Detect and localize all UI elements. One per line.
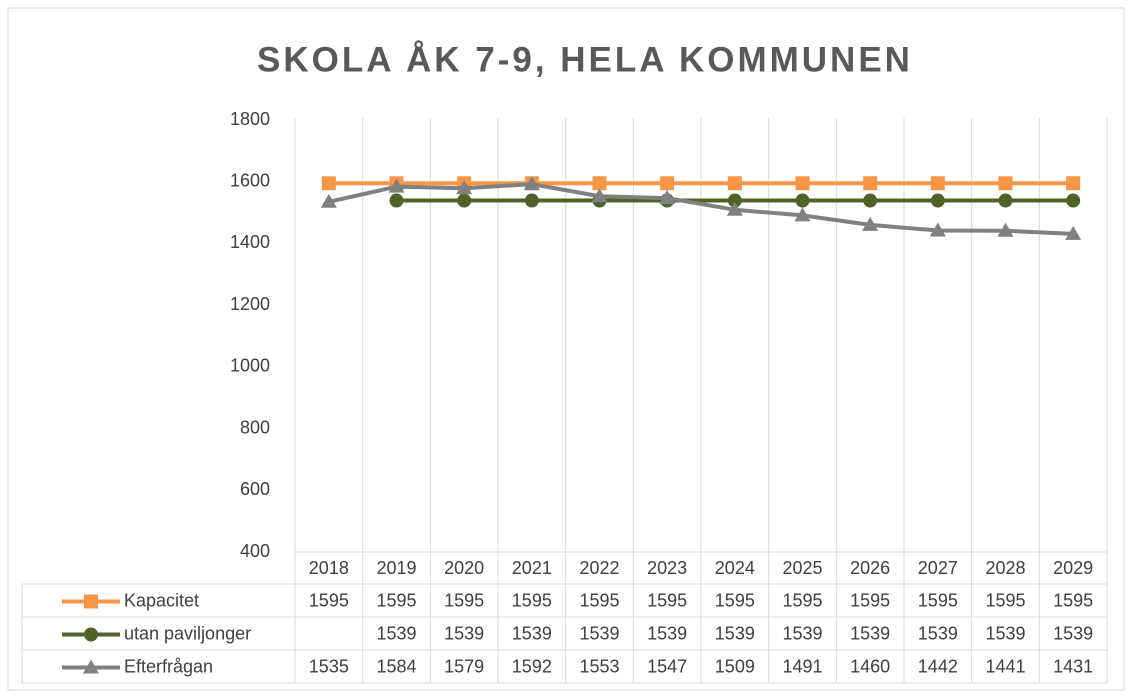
table-cell: 1547 xyxy=(647,656,687,676)
x-tick-label: 2019 xyxy=(376,558,416,578)
y-tick-label: 1400 xyxy=(230,232,270,252)
table-cell: 1442 xyxy=(918,656,958,676)
marker xyxy=(794,207,811,222)
y-tick-label: 1600 xyxy=(230,170,270,190)
table-cell: 1584 xyxy=(376,656,416,676)
table-cell: 1595 xyxy=(579,590,619,610)
marker xyxy=(388,178,405,193)
table-cell: 1539 xyxy=(1053,623,1093,643)
legend-label: utan paviljonger xyxy=(124,623,251,643)
marker xyxy=(591,188,608,203)
marker xyxy=(389,193,404,208)
marker xyxy=(863,176,878,191)
series-line xyxy=(328,182,1074,236)
y-tick-label: 400 xyxy=(240,541,270,561)
table-cell: 1592 xyxy=(512,656,552,676)
table-cell: 1595 xyxy=(850,590,890,610)
table-cell: 1509 xyxy=(715,656,755,676)
marker xyxy=(524,193,539,208)
legend-label: Kapacitet xyxy=(124,590,199,610)
x-tick-label: 2025 xyxy=(782,558,822,578)
legend-marker xyxy=(84,594,98,609)
x-tick-label: 2028 xyxy=(985,558,1025,578)
marker xyxy=(592,176,607,191)
chart-title: SKOLA ÅK 7-9, HELA KOMMUNEN xyxy=(257,39,913,79)
table-cell: 1539 xyxy=(512,623,552,643)
marker xyxy=(998,193,1013,208)
x-tick-label: 2029 xyxy=(1053,558,1093,578)
table-cell: 1595 xyxy=(376,590,416,610)
marker xyxy=(997,222,1014,237)
table-cell: 1595 xyxy=(918,590,958,610)
table-cell: 1595 xyxy=(715,590,755,610)
table-cell: 1535 xyxy=(309,656,349,676)
table-cell: 1539 xyxy=(647,623,687,643)
legend-label: Efterfrågan xyxy=(124,656,213,676)
marker xyxy=(727,176,742,191)
table-cell: 1595 xyxy=(782,590,822,610)
marker xyxy=(659,190,676,205)
table-cell: 1539 xyxy=(850,623,890,643)
x-tick-label: 2024 xyxy=(715,558,755,578)
table-cell: 1539 xyxy=(444,623,484,643)
table-cell: 1539 xyxy=(918,623,958,643)
y-tick-label: 600 xyxy=(240,479,270,499)
table-cell: 1595 xyxy=(309,590,349,610)
marker xyxy=(930,176,945,191)
table-cell: 1539 xyxy=(782,623,822,643)
marker xyxy=(1066,176,1081,191)
marker xyxy=(523,176,540,191)
marker xyxy=(1065,225,1082,240)
table-cell: 1460 xyxy=(850,656,890,676)
table-cell: 1491 xyxy=(782,656,822,676)
marker xyxy=(321,176,336,191)
table-cell: 1595 xyxy=(444,590,484,610)
x-tick-label: 2026 xyxy=(850,558,890,578)
table-cell: 1595 xyxy=(512,590,552,610)
marker xyxy=(320,193,337,208)
legend-marker xyxy=(84,627,98,642)
table-cell: 1539 xyxy=(376,623,416,643)
table-cell: 1553 xyxy=(579,656,619,676)
y-tick-label: 800 xyxy=(240,417,270,437)
y-tick-label: 1200 xyxy=(230,294,270,314)
table-cell: 1539 xyxy=(715,623,755,643)
marker xyxy=(795,176,810,191)
marker xyxy=(930,193,945,208)
marker xyxy=(998,176,1013,191)
marker xyxy=(727,193,742,208)
marker xyxy=(457,193,472,208)
x-tick-label: 2023 xyxy=(647,558,687,578)
y-tick-label: 1800 xyxy=(230,109,270,129)
table-cell: 1441 xyxy=(985,656,1025,676)
table-cell: 1595 xyxy=(1053,590,1093,610)
x-tick-label: 2027 xyxy=(918,558,958,578)
legend-marker xyxy=(83,659,99,674)
table-cell: 1595 xyxy=(985,590,1025,610)
marker xyxy=(795,193,810,208)
marker xyxy=(456,180,473,195)
marker xyxy=(862,216,879,231)
y-tick-label: 1000 xyxy=(230,356,270,376)
table-cell: 1431 xyxy=(1053,656,1093,676)
marker xyxy=(660,176,675,191)
marker xyxy=(1066,193,1081,208)
x-tick-label: 2018 xyxy=(309,558,349,578)
marker xyxy=(863,193,878,208)
table-cell: 1595 xyxy=(647,590,687,610)
x-tick-label: 2020 xyxy=(444,558,484,578)
table-cell: 1539 xyxy=(579,623,619,643)
x-tick-label: 2022 xyxy=(579,558,619,578)
marker xyxy=(726,201,743,216)
table-cell: 1539 xyxy=(985,623,1025,643)
table-cell: 1579 xyxy=(444,656,484,676)
x-tick-label: 2021 xyxy=(512,558,552,578)
marker xyxy=(929,222,946,237)
